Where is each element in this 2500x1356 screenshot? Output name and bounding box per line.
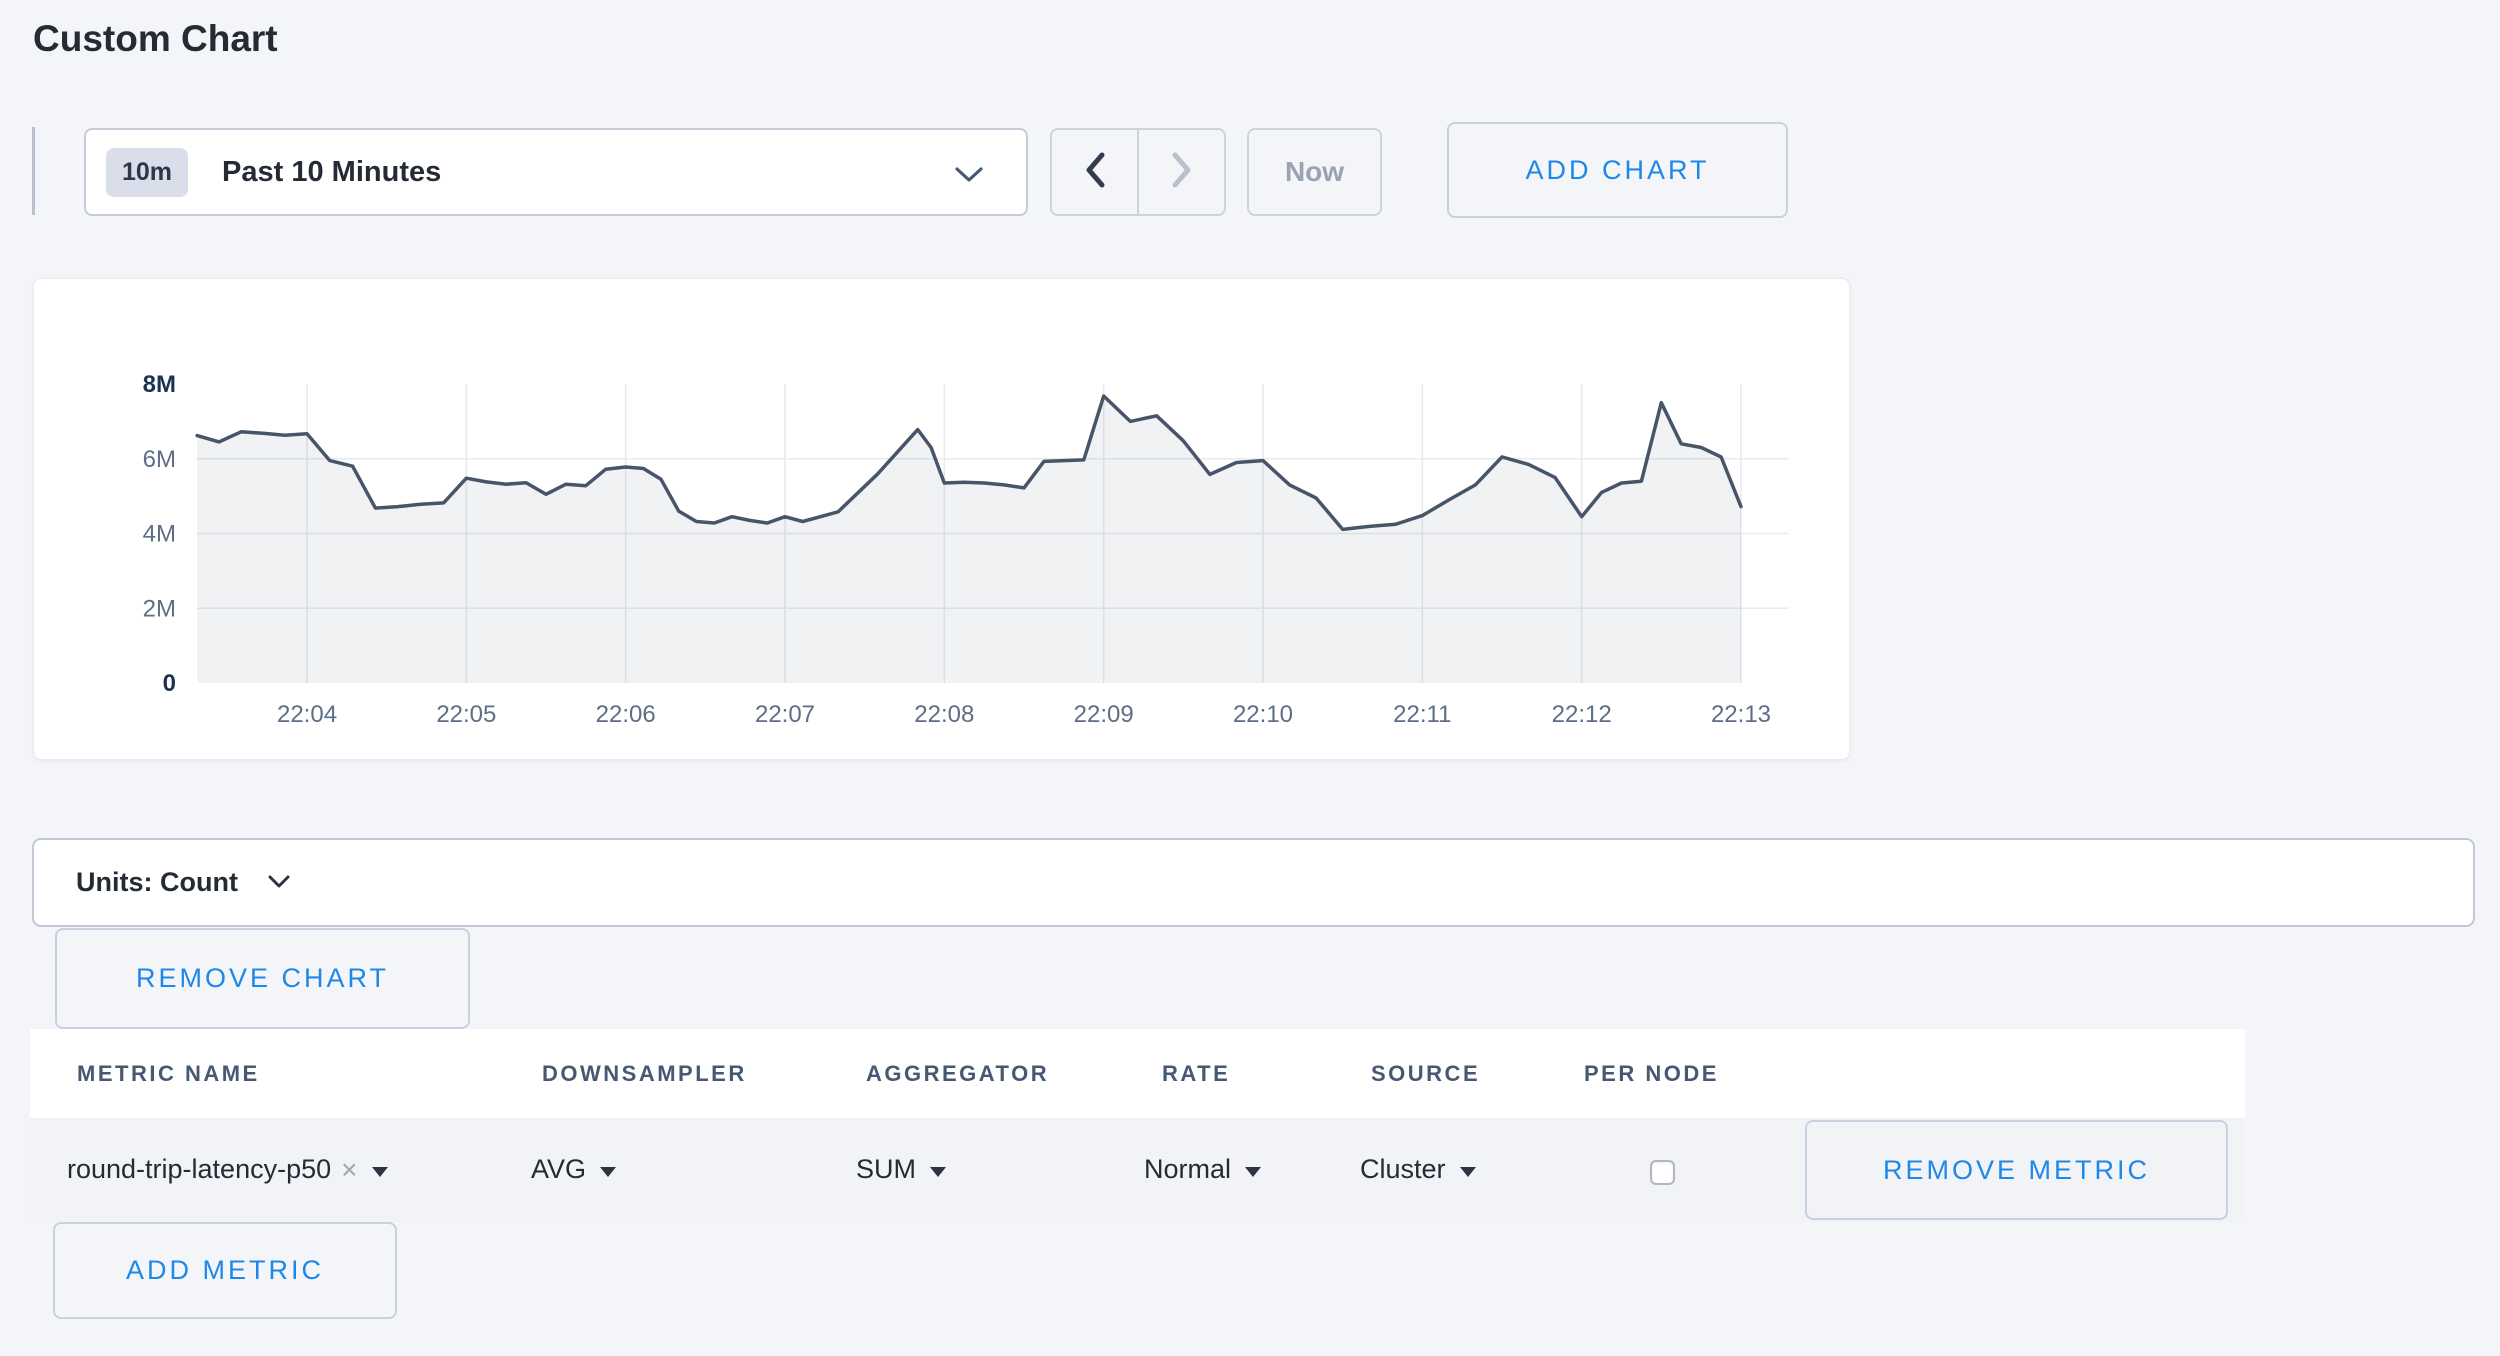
- caret-down-icon: [1459, 1166, 1476, 1177]
- per-node-checkbox[interactable]: [1650, 1160, 1675, 1185]
- add-metric-button[interactable]: ADD METRIC: [53, 1222, 397, 1319]
- svg-text:2M: 2M: [143, 595, 176, 622]
- metrics-table-header: [30, 1029, 2245, 1118]
- col-header-source: SOURCE: [1371, 1061, 1481, 1086]
- svg-text:22:12: 22:12: [1552, 701, 1612, 728]
- source-select[interactable]: Cluster: [1360, 1154, 1476, 1185]
- chevron-down-icon: [268, 875, 290, 894]
- svg-text:0: 0: [163, 670, 176, 697]
- units-label: Units: Count: [76, 867, 238, 897]
- page-title: Custom Chart: [33, 18, 278, 59]
- downsampler-select[interactable]: AVG: [531, 1154, 617, 1185]
- metric-name-label: round-trip-latency-p50: [67, 1154, 332, 1184]
- caret-down-icon: [600, 1166, 617, 1177]
- svg-text:22:09: 22:09: [1074, 701, 1134, 728]
- remove-metric-button[interactable]: REMOVE METRIC: [1805, 1120, 2228, 1220]
- caret-down-icon: [930, 1166, 946, 1177]
- svg-text:4M: 4M: [143, 521, 176, 548]
- metric-name-select[interactable]: round-trip-latency-p50 ×: [67, 1154, 388, 1185]
- rate-select[interactable]: Normal: [1144, 1154, 1262, 1185]
- col-header-per-node: PER NODE: [1584, 1061, 1719, 1086]
- remove-chart-button[interactable]: REMOVE CHART: [55, 928, 470, 1029]
- downsampler-value: AVG: [531, 1154, 587, 1184]
- svg-text:6M: 6M: [143, 446, 176, 473]
- toolbar-accent-bar: [32, 127, 35, 215]
- chart-card: 0 2M 4M 6M 8M 22:04 22:05 22:06 22:07 22:08 22:09 2…: [33, 278, 1850, 760]
- col-header-aggregator: AGGREGATOR: [866, 1061, 1050, 1086]
- svg-text:22:04: 22:04: [277, 701, 337, 728]
- prev-timeframe-button[interactable]: [1052, 130, 1139, 214]
- svg-text:22:13: 22:13: [1711, 701, 1771, 728]
- time-range-badge: 10m: [106, 147, 189, 197]
- time-range-select[interactable]: 10m Past 10 Minutes: [84, 128, 1028, 216]
- svg-text:22:07: 22:07: [755, 701, 815, 728]
- col-header-downsampler: DOWNSAMPLER: [542, 1061, 747, 1086]
- chevron-right-icon: [1170, 150, 1194, 195]
- now-button[interactable]: Now: [1247, 128, 1382, 216]
- caret-down-icon: [371, 1166, 388, 1177]
- chevron-down-icon: [954, 166, 984, 189]
- svg-text:22:11: 22:11: [1393, 701, 1451, 728]
- svg-text:22:08: 22:08: [914, 701, 974, 728]
- svg-text:22:05: 22:05: [436, 701, 496, 728]
- caret-down-icon: [1245, 1166, 1262, 1177]
- clear-metric-icon[interactable]: ×: [341, 1153, 358, 1185]
- svg-text:8M: 8M: [143, 371, 176, 398]
- col-header-rate: RATE: [1162, 1061, 1231, 1086]
- aggregator-select[interactable]: SUM: [856, 1154, 946, 1185]
- add-chart-button[interactable]: ADD CHART: [1447, 122, 1788, 218]
- time-range-label: Past 10 Minutes: [222, 155, 442, 188]
- col-header-metric-name: METRIC NAME: [77, 1061, 260, 1086]
- next-timeframe-button[interactable]: [1139, 130, 1224, 214]
- chevron-left-icon: [1083, 150, 1107, 195]
- svg-text:22:10: 22:10: [1233, 701, 1293, 728]
- time-nav-group: [1050, 128, 1226, 216]
- source-value: Cluster: [1360, 1154, 1446, 1184]
- svg-text:22:06: 22:06: [596, 701, 656, 728]
- rate-value: Normal: [1144, 1154, 1232, 1184]
- units-select[interactable]: Units: Count: [32, 838, 2475, 927]
- aggregator-value: SUM: [856, 1154, 916, 1184]
- metric-row: [30, 1118, 2245, 1222]
- metric-chart[interactable]: 0 2M 4M 6M 8M 22:04 22:05 22:06 22:07 22:08 22:09 2…: [34, 279, 1849, 759]
